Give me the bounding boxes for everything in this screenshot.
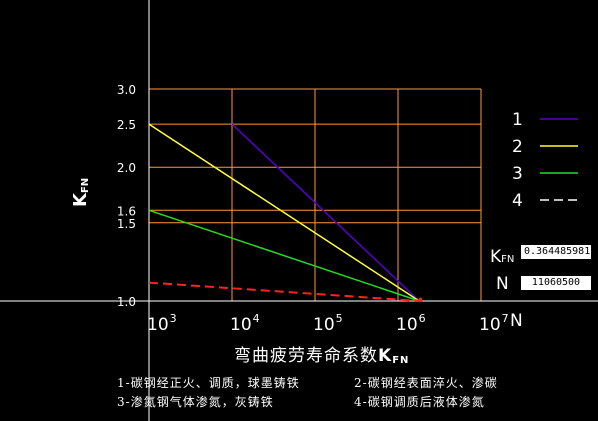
x-tick-label: 106 (396, 312, 426, 335)
x-tick-label: 107 (479, 312, 509, 335)
y-tick-label: 2.5 (117, 118, 136, 132)
y-tick-label: 1.5 (117, 217, 136, 231)
legend-note-1: 1-碳钢经正火、调质，球墨铸铁 (117, 376, 300, 390)
legend-note-2: 2-碳钢经表面淬火、渗碳 (354, 376, 498, 390)
legend-note-4: 4-碳钢调质后液体渗氮 (354, 395, 485, 409)
legend: 1 2 3 4 (512, 110, 578, 211)
legend-label-3: 3 (512, 164, 523, 184)
endpoint-marker (414, 297, 424, 302)
legend-note-3: 3-渗氮钢气体渗氮，灰铸铁 (117, 395, 274, 409)
y-tick-label: 3.0 (117, 83, 136, 97)
x-tick-label: 104 (230, 312, 260, 335)
y-tick-labels: 3.0 2.5 2.0 1.61.5 1.0 (117, 83, 136, 309)
x-tick-label: 105 (313, 312, 343, 335)
y-tick-label: 1.0 (117, 295, 136, 309)
series-line-1 (231, 123, 420, 302)
x-tick-labels: 103 104 105 106 107 (147, 312, 509, 335)
chart-title: 弯曲疲劳寿命系数KFN (234, 346, 409, 366)
kfn-value-field[interactable]: 0.364485981 (521, 245, 591, 259)
grid (149, 88, 482, 301)
legend-label-1: 1 (512, 110, 523, 130)
y-tick-label: 1.6 (117, 204, 136, 218)
series-line-3 (148, 209, 420, 302)
n-readout-label: N (496, 274, 509, 294)
n-value-field[interactable]: 11060500 (521, 276, 591, 290)
x-axis-label: N (510, 311, 523, 331)
kfn-readout-label: KFN (490, 247, 514, 267)
y-axis-label: KFN (70, 178, 91, 207)
y-tick-label: 2.0 (117, 161, 136, 175)
series-line-4 (148, 281, 420, 302)
series (148, 123, 424, 302)
series-line-2 (148, 123, 420, 302)
legend-label-4: 4 (512, 191, 523, 211)
x-tick-label: 103 (147, 312, 177, 335)
legend-label-2: 2 (512, 137, 523, 157)
